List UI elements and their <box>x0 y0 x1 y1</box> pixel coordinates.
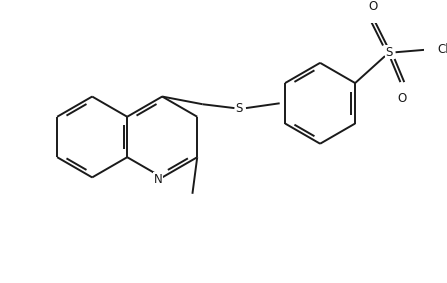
Text: N: N <box>154 173 163 186</box>
Text: O: O <box>398 92 407 105</box>
Text: S: S <box>236 102 243 115</box>
Text: S: S <box>385 46 392 59</box>
Text: Cl: Cl <box>437 43 447 56</box>
Text: O: O <box>369 0 378 12</box>
